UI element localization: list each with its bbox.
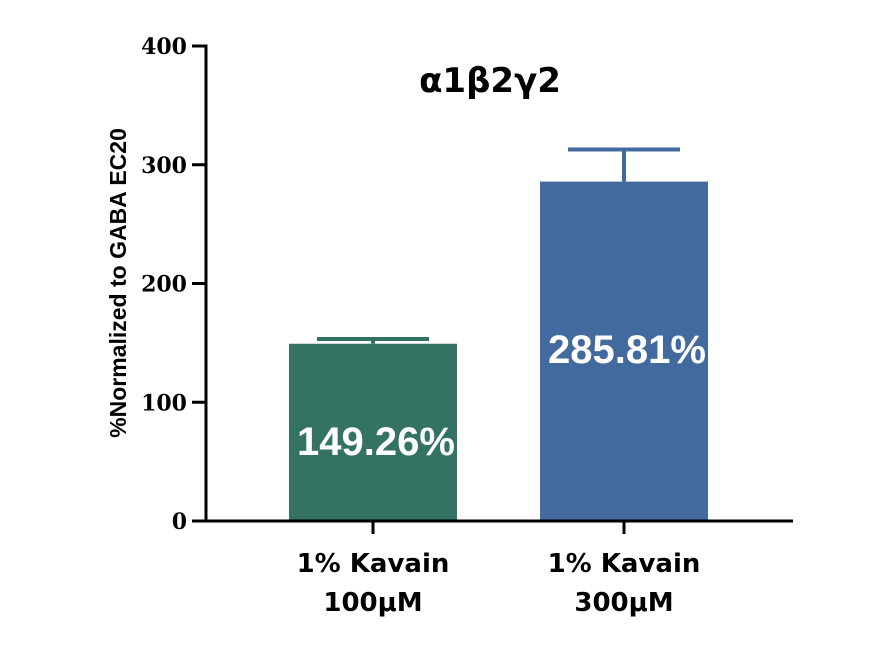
y-tick-label-0: 0 bbox=[172, 509, 187, 535]
axes-layer: 1% Kavain 100μM 1% Kavain 300μM 0 100 200 300 40… bbox=[141, 34, 793, 618]
x-tick-label-2-line-1: 1% Kavain bbox=[548, 549, 701, 579]
x-tick-label-2-line-2: 300μM bbox=[574, 588, 673, 618]
error-bar-1 bbox=[317, 337, 429, 344]
bars-layer bbox=[289, 181, 708, 521]
bar-1 bbox=[289, 343, 457, 521]
chart-title: α1β2γ2 bbox=[419, 61, 561, 101]
error-bar-2 bbox=[568, 147, 680, 182]
y-tick-label-400: 400 bbox=[141, 34, 187, 60]
x-tick-label-1-line-2: 100μM bbox=[323, 588, 422, 618]
y-tick-label-300: 300 bbox=[141, 153, 187, 179]
y-tick-label-100: 100 bbox=[141, 390, 187, 416]
y-tick-label-200: 200 bbox=[141, 272, 187, 298]
data-label-2: 285.81% bbox=[548, 328, 706, 372]
x-tick-label-1-line-1: 1% Kavain bbox=[297, 549, 450, 579]
bar-2 bbox=[540, 181, 708, 521]
error-bars-layer bbox=[317, 147, 680, 344]
y-axis-title: %Normalized to GABA EC20 bbox=[105, 128, 131, 438]
data-labels-layer: 149.26% 285.81% bbox=[297, 328, 706, 464]
data-label-1: 149.26% bbox=[297, 420, 455, 464]
